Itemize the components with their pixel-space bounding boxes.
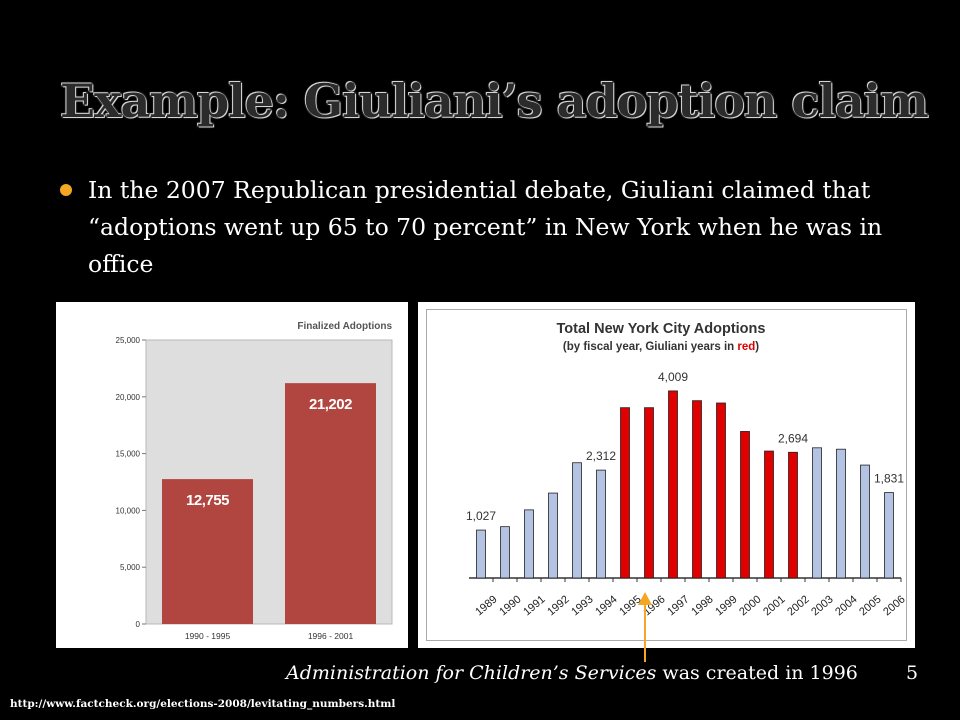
chart-frame	[426, 309, 907, 641]
data-label: 2,312	[586, 449, 616, 463]
x-tick-label: 2001	[761, 593, 787, 618]
bar	[476, 529, 486, 579]
subtitle-prefix: (by fiscal year, Giuliani years in	[563, 341, 738, 353]
x-tick-label: 1997	[665, 593, 691, 618]
bar	[620, 407, 630, 579]
y-tick-label: 10,000	[116, 506, 141, 515]
x-tick-label: 1990	[497, 593, 523, 618]
bar	[764, 450, 774, 579]
chart-subtitle: (by fiscal year, Giuliani years in red)	[563, 341, 759, 353]
bar	[548, 492, 558, 579]
data-label: 21,202	[309, 396, 352, 413]
y-tick-label: 0	[136, 620, 141, 629]
bar	[668, 390, 678, 579]
x-tick-label: 2004	[833, 593, 859, 618]
data-label: 1,027	[466, 509, 496, 523]
bar	[812, 447, 822, 579]
x-tick-label: 1996	[641, 593, 667, 618]
caption-rest: was created in 1996	[656, 662, 858, 684]
bar	[788, 451, 798, 579]
chart-title: Finalized Adoptions	[297, 321, 392, 332]
finalized-adoptions-chart-panel: Finalized Adoptions 0 5,000 10,000 15,000 20,…	[56, 302, 408, 648]
source-url: http://www.factcheck.org/elections-2008/…	[10, 698, 396, 710]
subtitle-suffix: )	[755, 341, 759, 353]
bullet-text: In the 2007 Republican presidential deba…	[88, 176, 883, 278]
x-tick-label: 2005	[857, 593, 883, 618]
bar	[884, 492, 894, 579]
x-tick-label: 2000	[737, 593, 763, 618]
caption-agency: Administration for Children’s Services	[286, 662, 657, 684]
bar	[740, 431, 750, 579]
x-tick-label: 1995	[617, 593, 643, 618]
bar	[860, 464, 870, 579]
y-tick-label: 5,000	[120, 563, 141, 572]
x-tick-label: 2002	[785, 593, 811, 618]
bar	[572, 462, 582, 579]
x-tick-label: 1996 - 2001	[308, 631, 354, 641]
data-label: 4,009	[658, 370, 688, 384]
nyc-adoptions-chart-panel: Total New York City Adoptions (by fiscal …	[418, 302, 915, 648]
x-tick-label: 2003	[809, 593, 835, 618]
nyc-adoptions-chart: Total New York City Adoptions (by fiscal …	[466, 321, 908, 618]
bar	[596, 469, 606, 579]
finalized-adoptions-chart: Finalized Adoptions 0 5,000 10,000 15,000 20,…	[56, 302, 408, 648]
x-tick-label: 1998	[689, 593, 715, 618]
bar	[284, 383, 377, 624]
x-tick-label: 1999	[713, 593, 739, 618]
bar	[692, 400, 702, 579]
slide-number: 5	[906, 662, 919, 684]
bar	[716, 402, 726, 579]
data-label: 12,755	[186, 492, 229, 509]
caption: Administration for Children’s Services w…	[286, 662, 858, 684]
y-tick-label: 20,000	[116, 393, 141, 402]
x-tick-label: 1989	[473, 593, 499, 618]
bar	[836, 448, 846, 579]
slide-title: Example: Giuliani’s adoption claim	[60, 74, 929, 128]
bullet-dot-icon	[60, 184, 72, 196]
chart-title: Total New York City Adoptions	[557, 321, 766, 337]
data-label: 1,831	[874, 472, 904, 486]
x-tick-label: 1994	[593, 593, 619, 618]
subtitle-red: red	[737, 341, 755, 353]
bar	[644, 407, 654, 579]
x-tick-label: 1993	[569, 593, 595, 618]
x-tick-label: 2006	[881, 593, 907, 618]
x-tick-label: 1991	[521, 593, 547, 618]
y-tick-label: 15,000	[116, 450, 141, 459]
x-tick-label: 1992	[545, 593, 571, 618]
y-tick-label: 25,000	[116, 336, 141, 345]
bar	[500, 526, 510, 579]
bar	[161, 479, 254, 624]
bar	[524, 509, 534, 579]
x-tick-label: 1990 - 1995	[185, 631, 231, 641]
data-label: 2,694	[778, 431, 808, 445]
